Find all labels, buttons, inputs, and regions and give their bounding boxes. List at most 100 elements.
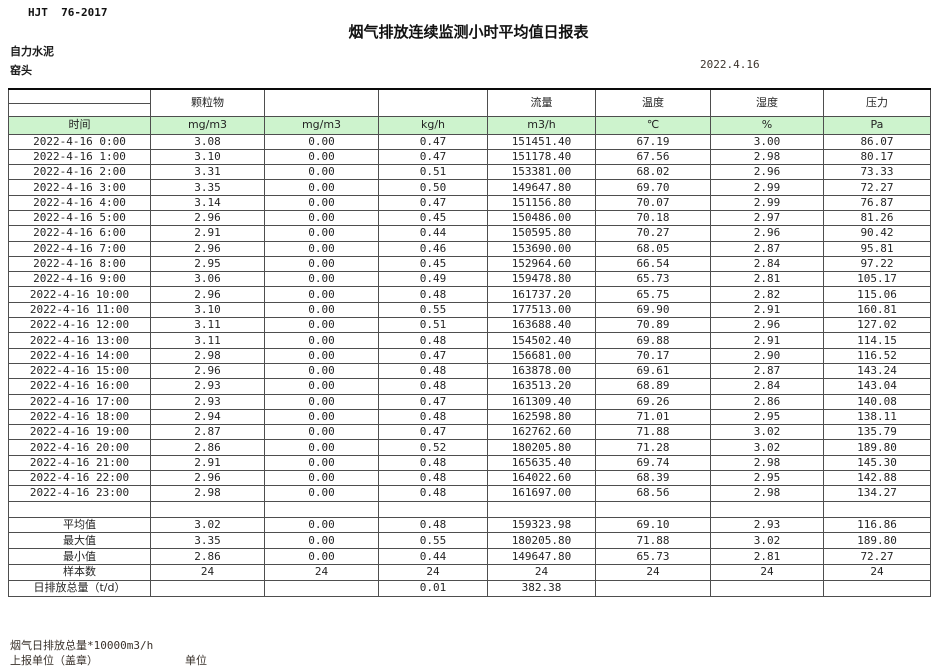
time-cell: 2022-4-16 3:00 (8, 179, 151, 196)
table-row: 2022-4-16 20:00 2.86 0.00 0.52 180205.80 71.2… (8, 439, 931, 456)
empty-cell (487, 500, 596, 518)
value-cell: 2.96 (710, 317, 824, 334)
summary-value-cell: 24 (710, 564, 824, 581)
unit-m3h: m3/h (487, 115, 596, 135)
empty-cell (150, 500, 265, 518)
value-cell: 143.04 (823, 378, 931, 395)
time-cell: 2022-4-16 9:00 (8, 271, 151, 288)
table-row: 2022-4-16 22:00 2.96 0.00 0.48 164022.60 68.3… (8, 470, 931, 487)
value-cell: 127.02 (823, 317, 931, 334)
value-cell: 70.89 (595, 317, 711, 334)
summary-value-cell: 24 (823, 564, 931, 581)
value-cell: 2.96 (150, 209, 265, 227)
value-cell: 140.08 (823, 393, 931, 410)
summary-value-cell: 2.86 (150, 548, 265, 566)
summary-value-cell: 159323.98 (487, 516, 596, 534)
value-cell: 3.35 (150, 179, 265, 196)
value-cell: 0.52 (378, 439, 488, 456)
monitor-point-name: 窑头 (10, 64, 32, 77)
value-cell: 160.81 (823, 301, 931, 319)
value-cell: 68.89 (595, 378, 711, 395)
value-cell: 143.24 (823, 362, 931, 380)
summary-value-cell: 24 (487, 564, 596, 581)
value-cell: 0.48 (378, 485, 488, 502)
value-cell: 116.52 (823, 347, 931, 364)
value-cell: 163878.00 (487, 362, 596, 380)
table-row: 2022-4-16 19:00 2.87 0.00 0.47 162762.60 71.8… (8, 424, 931, 441)
summary-row: 最小值 2.86 0.00 0.44 149647.80 65.73 2.81 72.27 (8, 548, 931, 566)
value-cell: 3.10 (150, 148, 265, 166)
summary-value-cell: 0.55 (378, 532, 488, 550)
value-cell: 115.06 (823, 286, 931, 303)
value-cell: 162762.60 (487, 424, 596, 441)
value-cell: 76.87 (823, 194, 931, 211)
empty-cell (710, 500, 824, 518)
table-row: 2022-4-16 12:00 3.11 0.00 0.51 163688.40 70.8… (8, 317, 931, 334)
table-row: 2022-4-16 13:00 3.11 0.00 0.48 154502.40 69.8… (8, 332, 931, 349)
value-cell: 0.00 (264, 454, 379, 472)
value-cell: 3.00 (710, 133, 824, 150)
value-cell: 71.28 (595, 439, 711, 456)
value-cell: 0.49 (378, 271, 488, 288)
empty-cell (8, 500, 151, 518)
separator-row (8, 500, 931, 518)
value-cell: 0.00 (264, 332, 379, 349)
unit-mgm3-2: mg/m3 (264, 115, 379, 135)
time-cell: 2022-4-16 6:00 (8, 225, 151, 242)
report-unit-label: 上报单位（盖章） (10, 654, 98, 667)
value-cell: 2.86 (150, 439, 265, 456)
value-cell: 0.48 (378, 362, 488, 380)
value-cell: 0.00 (264, 255, 379, 273)
time-cell: 2022-4-16 23:00 (8, 485, 151, 502)
summary-value-cell: 0.00 (264, 516, 379, 534)
value-cell: 0.48 (378, 332, 488, 349)
value-cell: 69.90 (595, 301, 711, 319)
table-row: 2022-4-16 5:00 2.96 0.00 0.45 150486.00 70.18… (8, 209, 931, 227)
summary-value-cell: 24 (595, 564, 711, 581)
value-cell: 65.73 (595, 271, 711, 288)
value-cell: 2.95 (710, 470, 824, 487)
time-cell: 2022-4-16 22:00 (8, 470, 151, 487)
value-cell: 69.74 (595, 454, 711, 472)
value-cell: 0.48 (378, 470, 488, 487)
value-cell: 180205.80 (487, 439, 596, 456)
unit-percent: % (710, 115, 824, 135)
value-cell: 2.96 (150, 362, 265, 380)
value-cell: 70.18 (595, 209, 711, 227)
value-cell: 0.00 (264, 347, 379, 364)
value-cell: 149647.80 (487, 179, 596, 196)
value-cell: 2.96 (710, 164, 824, 181)
value-cell: 2.82 (710, 286, 824, 303)
time-cell: 2022-4-16 13:00 (8, 332, 151, 349)
value-cell: 67.19 (595, 133, 711, 150)
value-cell: 0.00 (264, 362, 379, 380)
time-cell: 2022-4-16 18:00 (8, 408, 151, 426)
table-row: 2022-4-16 9:00 3.06 0.00 0.49 159478.80 65.73… (8, 271, 931, 288)
time-cell: 2022-4-16 17:00 (8, 393, 151, 410)
summary-value-cell: 149647.80 (487, 548, 596, 566)
value-cell: 0.51 (378, 164, 488, 181)
summary-value-cell: 180205.80 (487, 532, 596, 550)
value-cell: 71.88 (595, 424, 711, 441)
summary-value-cell: 2.81 (710, 548, 824, 566)
table-row: 2022-4-16 8:00 2.95 0.00 0.45 152964.60 66.54… (8, 255, 931, 273)
summary-row: 平均值 3.02 0.00 0.48 159323.98 69.10 2.93 116.86 (8, 516, 931, 534)
value-cell: 3.31 (150, 164, 265, 181)
report-date: 2022.4.16 (700, 58, 760, 71)
header-empty-lower-cell (8, 102, 151, 117)
empty-cell (595, 500, 711, 518)
table-row: 2022-4-16 3:00 3.35 0.00 0.50 149647.80 69.70… (8, 179, 931, 196)
value-cell: 105.17 (823, 271, 931, 288)
value-cell: 151178.40 (487, 148, 596, 166)
value-cell: 0.00 (264, 393, 379, 410)
col-group-temperature: 温度 (595, 88, 711, 117)
value-cell: 161697.00 (487, 485, 596, 502)
value-cell: 0.51 (378, 317, 488, 334)
value-cell: 0.48 (378, 408, 488, 426)
value-cell: 0.00 (264, 209, 379, 227)
value-cell: 69.88 (595, 332, 711, 349)
value-cell: 67.56 (595, 148, 711, 166)
value-cell: 0.47 (378, 347, 488, 364)
value-cell: 163688.40 (487, 317, 596, 334)
value-cell: 3.11 (150, 317, 265, 334)
